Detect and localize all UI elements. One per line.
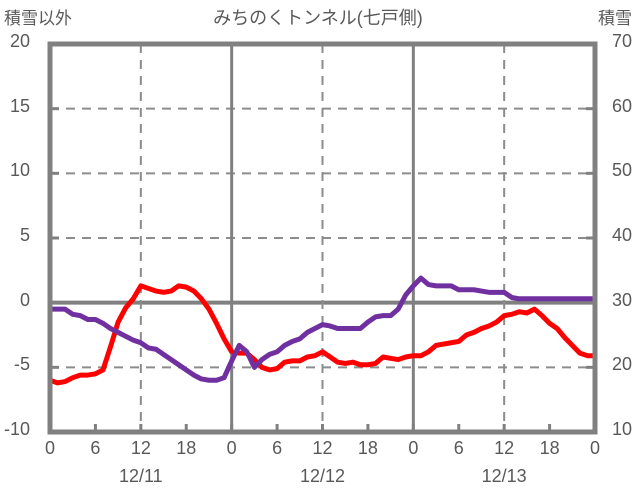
x-axis-tick-label: 18 xyxy=(539,438,560,458)
y-axis-left-tick-label: 15 xyxy=(9,95,30,116)
x-axis-tick-label: 12 xyxy=(130,438,151,458)
y-axis-right-tick-label: 70 xyxy=(612,31,633,51)
y-axis-right-tick-label: 40 xyxy=(612,225,633,245)
y-axis-left-tick-label: 20 xyxy=(9,31,30,51)
data-series-group xyxy=(47,275,598,386)
x-axis-tick-label: 18 xyxy=(357,438,378,458)
x-axis-tick-label: 0 xyxy=(408,438,419,458)
series-line-snow xyxy=(47,275,598,383)
right-axis-unit-label: 積雪 xyxy=(598,9,632,28)
x-axis-tick-label: 6 xyxy=(90,438,101,458)
y-axis-left-tick-label: -10 xyxy=(3,419,30,439)
y-axis-right-tick-label: 60 xyxy=(612,95,633,116)
plot-frame xyxy=(47,41,598,435)
left-axis-unit-label: 積雪以外 xyxy=(4,9,72,28)
y-axis-left-tick-label: -5 xyxy=(13,354,30,375)
series-line-snow-other xyxy=(47,283,598,386)
day-separator-lines xyxy=(139,44,506,432)
y-axis-right-tick-label: 20 xyxy=(612,354,633,375)
y-axis-right-tick-label: 10 xyxy=(612,419,633,439)
x-axis-tick-label: 12 xyxy=(494,438,515,458)
y-axis-left-tick-label: 0 xyxy=(19,289,30,310)
x-axis-tick-label: 12 xyxy=(312,438,333,458)
x-axis-tick-label: 18 xyxy=(176,438,197,458)
x-axis-tick-label: 0 xyxy=(589,438,600,458)
x-axis-tick-label: 6 xyxy=(453,438,464,458)
x-axis-tick-label: 6 xyxy=(272,438,283,458)
y-axis-left-tick-label: 5 xyxy=(19,225,30,245)
x-axis-day-label: 12/13 xyxy=(481,466,527,486)
x-axis-day-label: 12/11 xyxy=(118,466,163,486)
y-axis-right-tick-label: 50 xyxy=(612,160,633,181)
x-axis-day-label: 12/12 xyxy=(299,466,346,486)
y-axis-right-tick-label: 30 xyxy=(612,289,633,310)
y-axis-left-tick-label: 10 xyxy=(9,160,30,181)
x-axis-tick-label: 0 xyxy=(226,438,237,458)
chart-title: みちのくトンネル(七戸側) xyxy=(213,8,423,28)
x-axis-tick-label: 0 xyxy=(44,438,55,458)
